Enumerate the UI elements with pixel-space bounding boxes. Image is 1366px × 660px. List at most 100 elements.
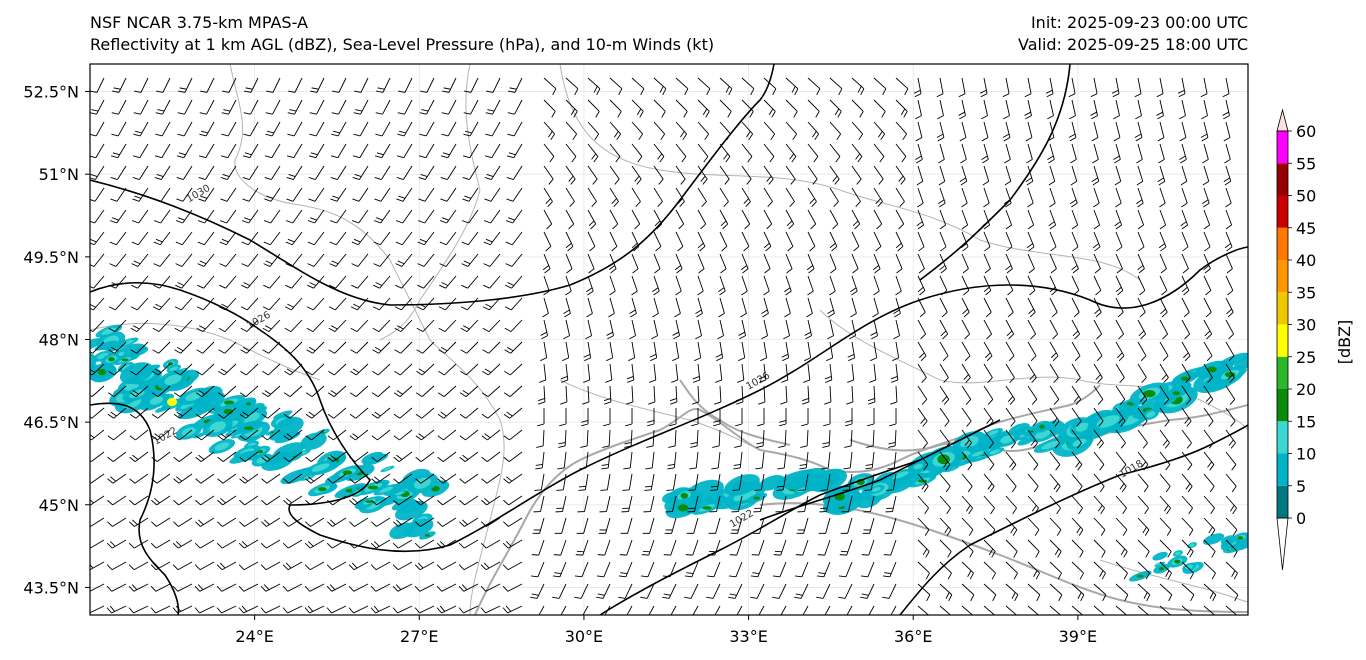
echo-core	[118, 351, 125, 356]
wind-barb	[1093, 583, 1107, 602]
wind-barb	[395, 253, 413, 267]
wind-barb	[285, 275, 303, 289]
wind-barb	[1115, 341, 1125, 362]
wind-barb	[867, 385, 876, 405]
wind-barb	[1159, 429, 1170, 449]
wind-barb	[753, 495, 765, 513]
wind-barb	[129, 385, 149, 398]
wind-barb	[829, 165, 840, 185]
wind-barb	[829, 99, 842, 118]
wind-barb	[684, 583, 699, 599]
wind-barb	[917, 473, 929, 493]
wind-barb	[260, 561, 281, 571]
wind-barb	[540, 341, 548, 362]
echo-core	[383, 467, 392, 471]
wind-barb	[1159, 209, 1167, 230]
echo-cell	[391, 498, 416, 511]
echo-cell	[1220, 535, 1237, 546]
wind-barb	[555, 495, 567, 513]
echo-core	[243, 426, 254, 430]
wind-barb	[110, 165, 127, 180]
wind-barb	[758, 385, 766, 405]
wind-barb	[130, 319, 149, 332]
wind-barb	[917, 187, 924, 208]
wind-barb	[151, 495, 171, 506]
wind-barb	[326, 583, 347, 592]
wind-barb	[221, 121, 237, 137]
colorbar-tick-label: 45	[1296, 219, 1316, 238]
wind-barb	[587, 253, 595, 274]
wind-barb	[829, 253, 837, 274]
wind-barb	[873, 121, 885, 141]
wind-barb	[1071, 561, 1084, 580]
echo-core	[1224, 372, 1236, 378]
wind-barb	[481, 429, 501, 441]
wind-barb	[734, 429, 743, 448]
wind-barb	[351, 275, 369, 289]
wind-barb	[109, 253, 127, 267]
wind-barb	[915, 143, 923, 164]
wind-barb	[328, 297, 347, 311]
wind-barb	[1137, 253, 1145, 274]
wind-barb	[152, 297, 171, 311]
wind-barb	[738, 341, 746, 362]
wind-barb	[536, 429, 545, 448]
echo-core	[937, 454, 950, 465]
wind-barb	[1049, 319, 1059, 340]
wind-barb	[505, 231, 523, 246]
wind-barb	[816, 583, 831, 599]
wind-barb	[631, 253, 639, 274]
wind-barb	[873, 143, 885, 163]
wind-barb	[328, 363, 347, 376]
echo-core	[1172, 391, 1181, 396]
wind-barb	[374, 143, 391, 159]
wind-barb	[349, 407, 369, 419]
wind-barb	[939, 231, 947, 252]
wind-barb	[1092, 143, 1099, 164]
wind-barb	[774, 517, 787, 534]
wind-barb	[305, 429, 325, 441]
wind-barb	[196, 363, 215, 376]
wind-barb	[1137, 341, 1147, 362]
wind-barb	[173, 407, 193, 419]
wind-barb	[1092, 231, 1101, 252]
wind-barb	[1181, 319, 1191, 340]
wind-barb	[763, 275, 770, 296]
wind-barb	[1069, 99, 1076, 120]
wind-barb	[728, 561, 743, 578]
wind-barb	[619, 539, 633, 556]
wind-barb	[261, 495, 281, 506]
wind-barb	[1137, 275, 1146, 296]
wind-barb	[752, 517, 765, 534]
wind-barb	[287, 121, 303, 137]
wind-barb	[90, 143, 105, 159]
wind-barb	[961, 451, 973, 471]
wind-barb	[1093, 209, 1101, 230]
wind-barb	[785, 99, 798, 118]
wind-barb	[90, 77, 105, 93]
wind-barb	[371, 473, 391, 484]
wind-barb	[414, 561, 435, 571]
wind-barb	[1179, 143, 1187, 164]
wind-barb	[1005, 517, 1018, 536]
wind-barb	[601, 451, 611, 470]
wind-barb	[763, 231, 772, 252]
wind-barb	[111, 121, 127, 137]
wind-barb	[586, 297, 593, 318]
colorbar-tick-label: 0	[1296, 509, 1306, 528]
wind-barb	[348, 605, 369, 614]
echo-core	[1185, 564, 1193, 570]
wind-barb	[983, 473, 995, 493]
wind-barb	[503, 517, 523, 527]
wind-barb	[461, 275, 479, 289]
wind-barb	[893, 319, 900, 340]
wind-barb	[692, 363, 701, 383]
wind-barb	[895, 253, 903, 274]
wind-barb	[691, 407, 699, 427]
colorbar-swatch	[1277, 453, 1288, 486]
wind-barb	[151, 517, 171, 527]
wind-barb	[675, 187, 685, 207]
wind-barb	[784, 275, 792, 296]
wind-barb	[504, 341, 523, 354]
wind-barb	[890, 363, 899, 383]
